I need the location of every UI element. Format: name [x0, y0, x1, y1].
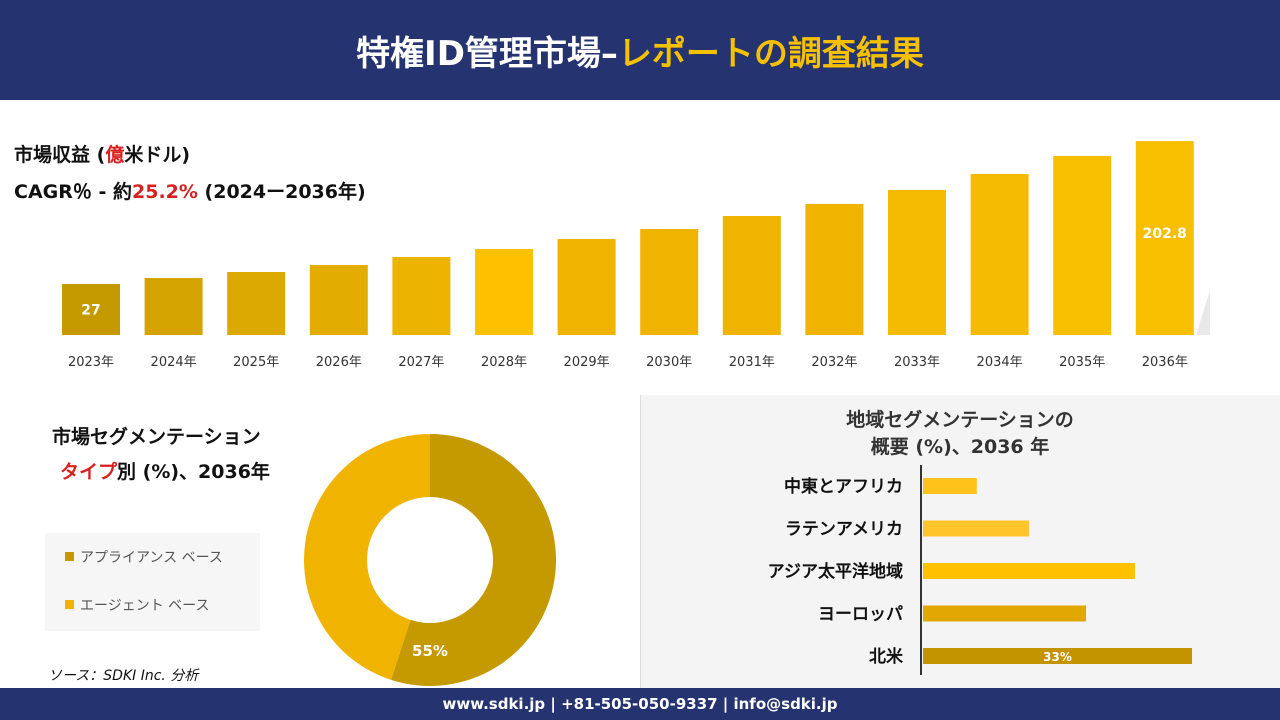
type-donut-chart: 55%	[303, 434, 556, 686]
revenue-bar	[970, 173, 1029, 335]
region-bar	[923, 605, 1087, 622]
revenue-bar	[640, 229, 699, 335]
x-tick-label: 2030年	[646, 355, 692, 370]
revenue-bar	[309, 265, 368, 335]
x-tick-label: 2026年	[316, 355, 362, 370]
title-main: 特権ID管理市場–	[356, 33, 618, 74]
revenue-bar	[888, 189, 946, 335]
region-bar	[923, 478, 977, 494]
revenue-bar	[475, 249, 533, 335]
x-tick-label: 2029年	[564, 355, 610, 370]
revenue-bar	[1053, 156, 1112, 335]
x-tick-label: 2032年	[811, 355, 857, 370]
x-tick-label: 2034年	[977, 355, 1023, 370]
region-label: ラテンアメリカ	[785, 520, 903, 540]
footer-contact: www.sdki.jp | +81-505-050-9337 | info@sd…	[0, 688, 1280, 720]
x-tick-label: 2033年	[894, 355, 940, 370]
revenue-bar	[227, 272, 286, 335]
revenue-bar	[557, 239, 616, 335]
region-data-label: 33%	[1043, 650, 1072, 664]
donut-slice	[303, 434, 430, 680]
legend-item: エージェント ベース	[65, 595, 240, 643]
region-label: 中東とアフリカ	[784, 476, 903, 497]
cagr-a: CAGR％ - 約	[14, 181, 132, 203]
x-tick-label: 2031年	[729, 355, 775, 370]
segment-title: 市場セグメンテーション	[52, 426, 261, 448]
legend-swatch	[65, 552, 74, 561]
cagr-label: CAGR％ - 約25.2% (2024ー2036年)	[14, 177, 366, 204]
legend-label: エージェント ベース	[80, 598, 210, 614]
x-tick-label: 2036年	[1142, 355, 1188, 370]
donut-data-label: 55%	[412, 642, 448, 660]
revenue-bar	[805, 203, 864, 335]
revenue-label-a: 市場収益 (	[14, 144, 106, 166]
legend-swatch	[65, 600, 74, 609]
legend-item: アプライアンス ベース	[65, 547, 240, 595]
revenue-bar	[144, 278, 203, 335]
bar-data-label: 202.8	[1143, 226, 1187, 242]
donut-legend: アプライアンス ベース エージェント ベース	[45, 533, 260, 631]
region-bar	[923, 520, 1029, 537]
cagr-b: (2024ー2036年)	[197, 181, 366, 203]
x-tick-label: 2027年	[398, 355, 444, 370]
region-label: ヨーロッパ	[818, 605, 903, 625]
region-bar	[923, 563, 1135, 579]
region-panel	[640, 395, 1280, 688]
revenue-label-b: 米ドル)	[124, 144, 191, 166]
region-label: アジア太平洋地域	[768, 561, 903, 582]
title-accent: レポートの調査結果	[617, 33, 924, 74]
revenue-bar	[1135, 141, 1194, 335]
segment-sub-rest: 別 (%)、2036年	[117, 461, 270, 483]
revenue-label: 市場収益 (億米ドル)	[14, 140, 190, 167]
region-title-2: 概要 (%)、2036 年	[870, 436, 1050, 458]
cagr-value: 25.2%	[132, 181, 198, 203]
source-note: ソース：SDKI Inc. 分析	[48, 668, 199, 684]
revenue-label-unit: 億	[105, 144, 125, 166]
x-tick-label: 2025年	[233, 355, 279, 370]
revenue-bar	[62, 284, 120, 335]
legend-label: アプライアンス ベース	[80, 550, 223, 566]
x-tick-label: 2024年	[151, 355, 197, 370]
revenue-bar	[722, 216, 781, 335]
x-tick-label: 2028年	[481, 355, 527, 370]
x-tick-label: 2035年	[1059, 355, 1105, 370]
revenue-bar	[392, 256, 451, 335]
donut-slice	[391, 434, 556, 686]
report-header: 特権ID管理市場– レポートの調査結果	[0, 0, 1280, 100]
revenue-bar-chart: 2023年 27 2024年 2025年 2026年 2027年 2028年 2029年 203…	[60, 141, 1210, 370]
region-title-1: 地域セグメンテーションの	[846, 409, 1074, 431]
segment-subtitle: タイプ別 (%)、2036年	[60, 457, 270, 484]
bar-data-label: 27	[81, 303, 100, 319]
region-bar	[923, 648, 1192, 664]
region-label: 北米	[869, 646, 904, 667]
x-tick-label: 2023年	[68, 355, 114, 370]
segment-sub-red: タイプ	[60, 461, 118, 483]
